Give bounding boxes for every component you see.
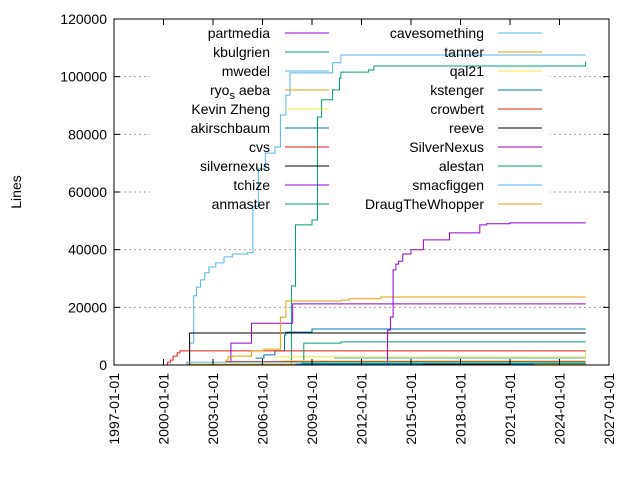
legend-label-part: aeba (235, 82, 270, 98)
legend-item: tanner (444, 44, 542, 60)
legend-label: kbulgrien (213, 44, 270, 60)
y-axis-label: Lines (8, 175, 24, 208)
x-tick-label: 2018-01-01 (453, 373, 469, 445)
legend-background (150, 22, 550, 212)
legend-item: mwedel (222, 63, 329, 79)
y-tick-label: 120000 (60, 11, 107, 27)
legend-label: mwedel (222, 63, 270, 79)
legend-item: silvernexus (200, 158, 329, 174)
legend-label: cavesomething (390, 25, 484, 41)
legend-label: crowbert (430, 101, 484, 117)
legend-label: ryos aeba (210, 82, 270, 102)
x-tick-label: 2021-01-01 (502, 373, 518, 445)
series-line-mwedel (182, 54, 586, 366)
legend-label: alestan (439, 158, 484, 174)
x-tick-label: 2024-01-01 (552, 373, 568, 445)
y-tick-label: 60000 (68, 184, 107, 200)
legend-label: kstenger (430, 82, 484, 98)
legend-label: tanner (444, 44, 484, 60)
legend-label: silvernexus (200, 158, 270, 174)
y-tick-label: 20000 (68, 299, 107, 315)
legend-item: partmedia (208, 25, 329, 41)
legend-item: akirschbaum (191, 120, 329, 136)
x-tick-label: 2000-01-01 (156, 373, 172, 445)
y-tick-label: 100000 (60, 69, 107, 85)
legend-item: anmaster (212, 196, 329, 212)
x-tick-label: 2006-01-01 (255, 373, 271, 445)
series-line-cvs (151, 350, 586, 366)
legend-item: crowbert (430, 101, 542, 117)
legend-item: DraugTheWhopper (365, 196, 542, 212)
series-line-akirschbaum (255, 328, 586, 359)
legend-label: qal21 (450, 63, 484, 79)
axis-ticks: 0 20000 40000 60000 80000 100000 120000 1997-01… (60, 11, 617, 445)
x-tick-label: 2015-01-01 (403, 373, 419, 445)
legend-label: Kevin Zheng (191, 101, 270, 117)
series-line-kbulgrien (290, 61, 587, 366)
legend-label: smacfiggen (412, 177, 484, 193)
legend-label: reeve (449, 120, 484, 136)
legend-item: reeve (449, 120, 542, 136)
legend-label: partmedia (208, 25, 270, 41)
series-line-tchize (229, 303, 586, 363)
y-tick-label: 80000 (68, 126, 107, 142)
legend-label: cvs (249, 139, 270, 155)
legend-item: kstenger (430, 82, 542, 98)
series-line-kevin-zheng (274, 350, 587, 358)
legend-label: tchize (233, 177, 270, 193)
x-tick-label: 2003-01-01 (205, 373, 221, 445)
series-line-tanner (225, 296, 586, 361)
legend-item: tchize (233, 177, 329, 193)
legend-item: alestan (439, 158, 542, 174)
legend-item: ryos aeba (210, 82, 329, 102)
legend-item: qal21 (450, 63, 542, 79)
series-line-silvernexus (384, 222, 586, 366)
x-tick-label: 2012-01-01 (354, 373, 370, 445)
series-lines (151, 54, 587, 366)
legend-label-part: ryo (210, 82, 230, 98)
y-tick-label: 40000 (68, 242, 107, 258)
x-tick-label: 2027-01-01 (601, 373, 617, 445)
legend-label: akirschbaum (191, 120, 270, 136)
legend-label: anmaster (212, 196, 271, 212)
legend-item: kbulgrien (213, 44, 329, 60)
legend-item: Kevin Zheng (191, 101, 329, 117)
y-tick-label: 0 (99, 357, 107, 373)
legend-item: cavesomething (390, 25, 542, 41)
x-tick-label: 1997-01-01 (106, 373, 122, 445)
legend-label: DraugTheWhopper (365, 196, 484, 212)
legend-item: cvs (249, 139, 329, 155)
legend-item: smacfiggen (412, 177, 542, 193)
legend-label-subscript: s (229, 90, 235, 102)
legend-item: SilverNexus (409, 139, 542, 155)
x-tick-label: 2009-01-01 (304, 373, 320, 445)
legend-label: SilverNexus (409, 139, 484, 155)
